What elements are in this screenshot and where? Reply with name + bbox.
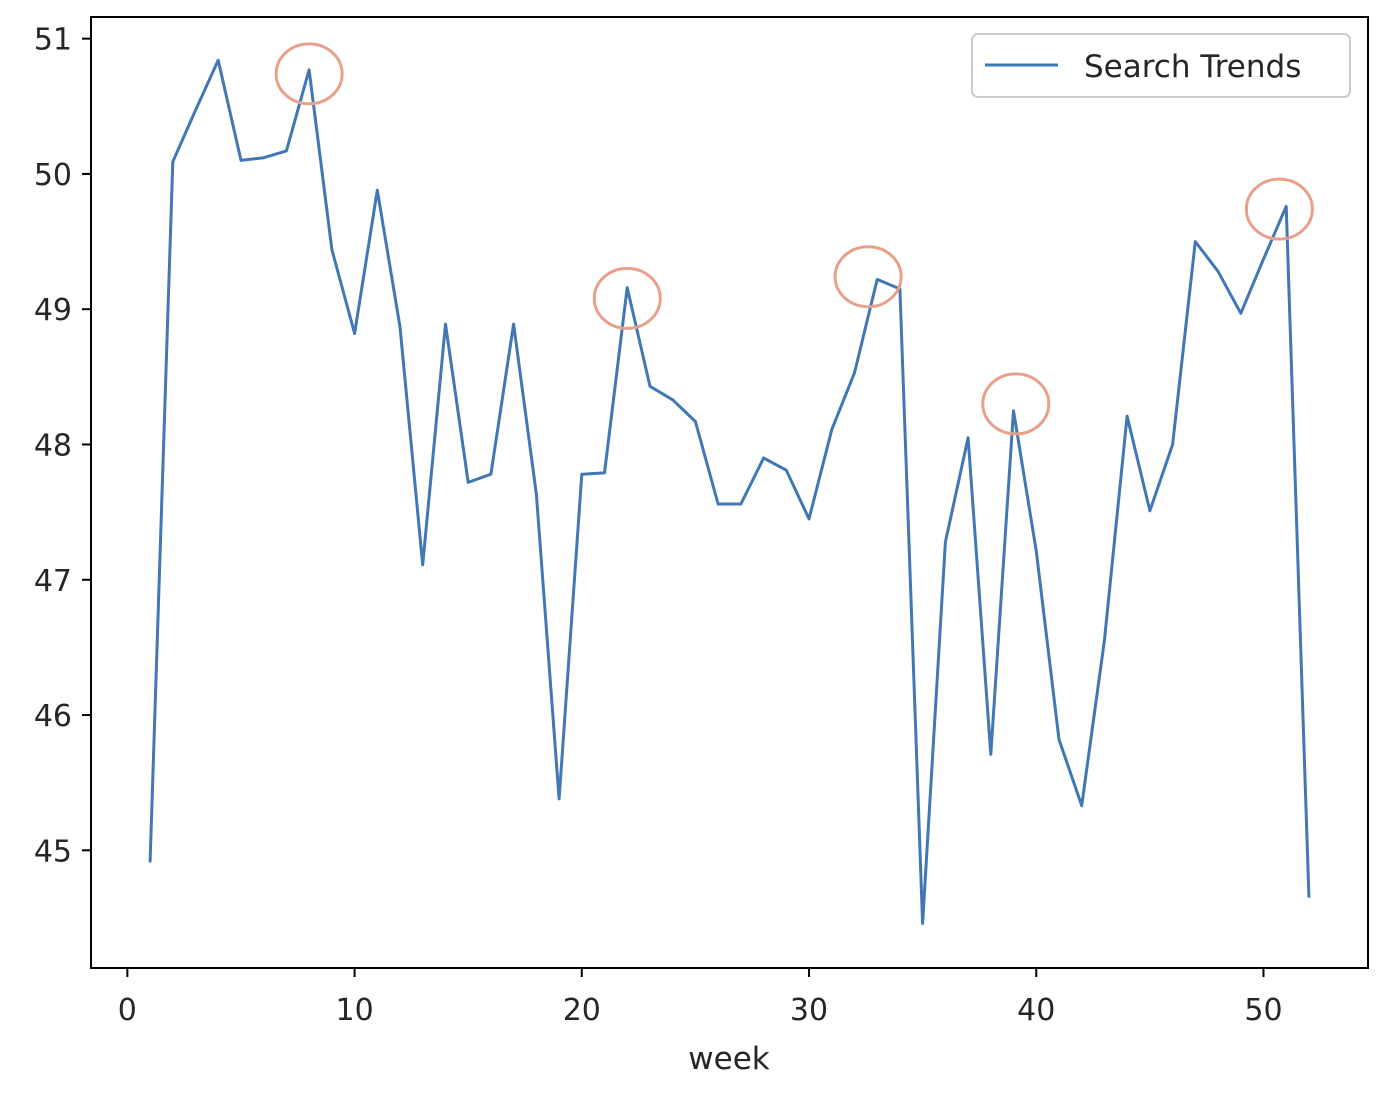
x-tick-label-10: 10 [335,993,373,1028]
y-tick-label-46: 46 [34,699,72,734]
x-axis-ticks: 0 10 20 30 40 50 [118,968,1283,1028]
y-tick-label-45: 45 [34,834,72,869]
y-tick-label-50: 50 [34,158,72,193]
x-tick-label-50: 50 [1244,993,1282,1028]
y-tick-label-51: 51 [34,23,72,58]
x-axis-label: week [688,1041,769,1077]
y-tick-label-48: 48 [34,428,72,463]
annotation-circle-4 [981,372,1051,436]
annotation-circle-3 [833,245,903,309]
legend: Search Trends [971,33,1351,98]
annotation-circle-1 [274,42,344,106]
x-tick-label-0: 0 [118,993,137,1028]
plot-frame [90,16,1369,969]
y-tick-label-47: 47 [34,564,72,599]
plot-content [148,42,1314,925]
y-axis-ticks: 45 46 47 48 49 50 51 [34,23,91,869]
x-tick-label-20: 20 [563,993,601,1028]
annotation-circle-2 [592,266,662,330]
annotation-circle-5 [1244,177,1314,241]
y-tick-label-49: 49 [34,293,72,328]
x-tick-label-30: 30 [790,993,828,1028]
series-line-0 [148,58,1311,925]
x-tick-label-40: 40 [1017,993,1055,1028]
legend-box [971,33,1351,98]
legend-label-search-trends: Search Trends [1084,49,1301,85]
